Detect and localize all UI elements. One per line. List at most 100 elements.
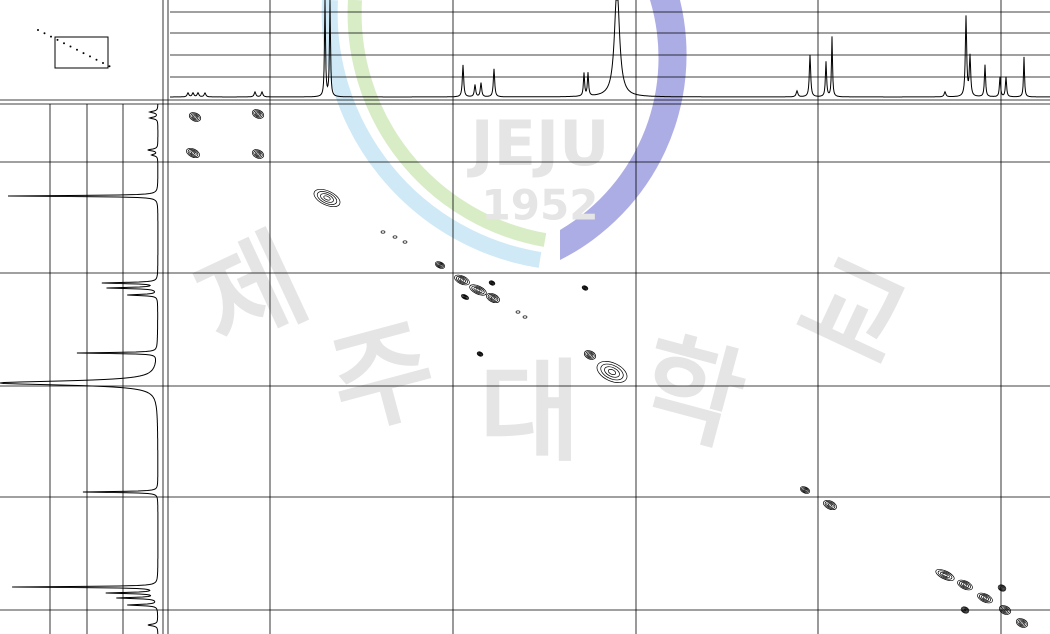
contour <box>586 352 594 358</box>
contour <box>1001 607 1009 613</box>
watermark-char: 학 <box>627 318 758 468</box>
overview-dot <box>102 62 104 64</box>
contour <box>961 607 969 613</box>
overview-dot <box>76 48 78 51</box>
contour <box>583 287 587 289</box>
watermark-arc <box>321 0 542 268</box>
contour <box>1000 606 1010 614</box>
contour <box>380 230 386 234</box>
contour <box>959 580 971 590</box>
contour <box>251 109 265 119</box>
contour <box>998 605 1012 615</box>
contour <box>963 608 967 612</box>
overview-dot <box>56 38 59 41</box>
contour <box>828 503 832 507</box>
contour <box>463 296 467 298</box>
contour <box>522 315 528 319</box>
contour <box>392 235 398 239</box>
contour <box>473 287 483 293</box>
contour <box>600 363 624 381</box>
watermark-char: 제 <box>179 214 325 373</box>
contour <box>254 111 262 117</box>
contour <box>979 593 991 603</box>
contour <box>582 285 588 291</box>
contour <box>469 284 487 296</box>
contour <box>187 149 199 157</box>
overview-dot <box>95 58 98 61</box>
contour <box>488 280 496 286</box>
contour <box>823 499 837 511</box>
contour <box>190 113 200 121</box>
contour <box>256 152 260 156</box>
watermark-char: 주 <box>318 303 449 453</box>
contour <box>459 278 465 282</box>
contour <box>957 579 973 591</box>
contour <box>999 586 1005 590</box>
contour <box>313 188 341 208</box>
contour <box>583 350 597 360</box>
contour <box>824 501 836 509</box>
contour <box>253 150 263 158</box>
overview-dot <box>37 29 39 31</box>
watermark-logo: JEJU <box>467 107 610 180</box>
overview-dot <box>43 32 46 35</box>
contour <box>460 294 470 300</box>
contour <box>256 112 260 116</box>
contour <box>436 262 444 268</box>
contour <box>596 361 628 383</box>
contour <box>320 193 334 203</box>
contour <box>475 288 481 292</box>
contour <box>461 294 469 300</box>
contour <box>940 571 950 579</box>
contour <box>490 281 494 285</box>
contour <box>438 263 442 267</box>
contour <box>581 285 589 291</box>
contour <box>434 261 446 269</box>
contour <box>962 583 968 587</box>
contour <box>583 286 587 290</box>
contour <box>188 112 202 122</box>
contour <box>1017 619 1027 627</box>
contour <box>607 369 617 375</box>
contour <box>803 488 807 492</box>
contour <box>960 582 970 588</box>
contour <box>456 275 468 285</box>
contour <box>476 351 484 357</box>
contour <box>826 502 834 508</box>
overview-dot <box>69 45 72 48</box>
contour <box>191 114 199 120</box>
contour <box>402 240 408 244</box>
contour <box>486 292 500 304</box>
contour <box>515 310 521 314</box>
contour <box>193 115 197 119</box>
contour <box>254 151 262 157</box>
contour <box>604 366 620 378</box>
contour <box>942 573 948 577</box>
contour <box>962 608 968 612</box>
contour <box>799 486 811 494</box>
contour <box>960 606 970 614</box>
contour <box>323 195 331 201</box>
overview-box <box>54 36 109 69</box>
contour <box>316 191 338 205</box>
watermark: JEJU 1952 제 주 대 학 교 <box>179 0 926 476</box>
contour <box>457 277 467 283</box>
contour <box>585 351 595 359</box>
contour <box>251 149 265 159</box>
contour <box>980 595 990 601</box>
contour <box>1020 621 1024 625</box>
contour <box>462 295 468 299</box>
contour <box>491 296 495 300</box>
overview-dot <box>82 52 85 55</box>
watermark-year: 1952 <box>482 181 599 230</box>
contour <box>454 274 470 286</box>
watermark-char: 대 <box>479 348 580 476</box>
contour <box>935 569 955 581</box>
contour <box>937 570 953 580</box>
contour <box>253 110 263 118</box>
contour <box>478 352 482 356</box>
contour <box>1018 620 1026 626</box>
contour <box>489 295 497 301</box>
